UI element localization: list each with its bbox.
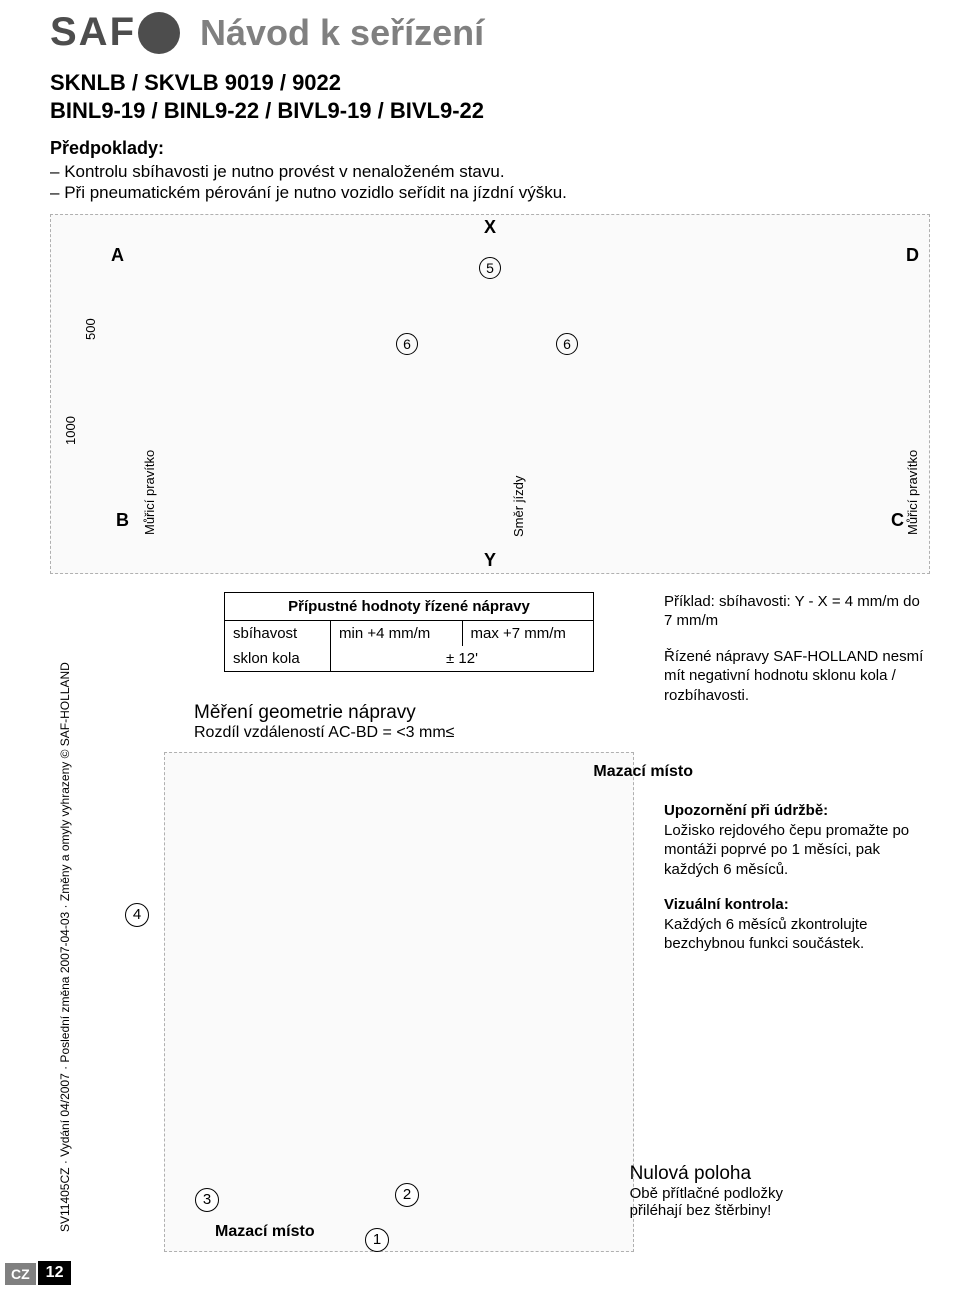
side-meta: SV11405CZ · Vydání 04/2007 · Poslední zm… [50, 592, 84, 1252]
dim-500: 500 [83, 318, 98, 340]
grease-point-top: Mazací místo [593, 763, 693, 781]
visual-check: Vizuální kontrola: Každých 6 měsíců zkon… [664, 895, 930, 954]
callout-2: 2 [395, 1183, 419, 1207]
cell-camber-val: ± 12' [330, 646, 593, 671]
label-d: D [906, 245, 919, 266]
logo-text: SAF [50, 10, 136, 55]
example-line-2: Řízené nápravy SAF-HOLLAND nesmí mít neg… [664, 647, 930, 706]
callout-6-right: 6 [556, 333, 578, 355]
prereq-item: Kontrolu sbíhavosti je nutno provést v n… [50, 161, 930, 182]
null-title: Nulová poloha [630, 1163, 783, 1185]
label-b: B [116, 510, 129, 531]
callout-4: 4 [125, 903, 149, 927]
cell-toe-min: min +4 mm/m [330, 621, 462, 646]
example-block: Příklad: sbíhavosti: Y - X = 4 mm/m do 7… [664, 592, 930, 706]
cell-camber-label: sklon kola [225, 646, 330, 671]
grease-point-bottom: Mazací místo [215, 1223, 315, 1241]
table-row: sbíhavost min +4 mm/m max +7 mm/m [225, 621, 593, 646]
tolerance-header: Přípustné hodnoty řízené nápravy [225, 593, 593, 621]
callout-3: 3 [195, 1188, 219, 1212]
example-line-1: Příklad: sbíhavosti: Y - X = 4 mm/m do 7… [664, 592, 930, 631]
page-footer: CZ 12 [5, 1261, 71, 1285]
geometry-sub: Rozdíl vzdáleností AC-BD = <3 mm≤ [194, 724, 644, 742]
cell-toe-max: max +7 mm/m [462, 621, 594, 646]
label-c: C [891, 510, 904, 531]
cell-toe-label: sbíhavost [225, 621, 330, 646]
prerequisites-list: Kontrolu sbíhavosti je nutno provést v n… [50, 161, 930, 204]
lang-badge: CZ [5, 1263, 36, 1285]
vis-body: Každých 6 měsíců zkontrolujte bezchybnou… [664, 915, 930, 954]
ruler-left: Můřicí pravítko [143, 449, 157, 534]
table-row: sklon kola ± 12' [225, 646, 593, 671]
tolerance-table: Přípustné hodnoty řízené nápravy sbíhavo… [224, 592, 594, 672]
dim-1000: 1000 [63, 416, 78, 445]
axle-diagram: X A D B C Y 500 1000 Můřicí pravítko Můř… [50, 214, 930, 574]
logo-circle-icon [138, 12, 180, 54]
product-codes: SKNLB / SKVLB 9019 / 9022 BINL9-19 / BIN… [50, 69, 930, 124]
warn-body: Ložisko rejdového čepu promažte po montá… [664, 821, 930, 880]
document-meta: SV11405CZ · Vydání 04/2007 · Poslední zm… [58, 662, 72, 1232]
callout-6-left: 6 [396, 333, 418, 355]
grease-diagram: Mazací místo 4 3 2 1 Mazací místo Nulová… [164, 752, 634, 1252]
vis-head: Vizuální kontrola: [664, 895, 930, 915]
saf-logo: SAF [50, 10, 180, 55]
product-line-2: BINL9-19 / BINL9-22 / BIVL9-19 / BIVL9-2… [50, 97, 930, 125]
null-sub-1: Obě přítlačné podložky [630, 1185, 783, 1202]
document-title: Návod k seřízení [200, 12, 484, 54]
null-sub-2: přiléhají bez štěrbiny! [630, 1202, 783, 1219]
header: SAF Návod k seřízení [0, 0, 960, 55]
maintenance-warning: Upozornění při údržbě: Ložisko rejdového… [664, 801, 930, 879]
geometry-title: Měření geometrie nápravy [194, 702, 644, 724]
product-line-1: SKNLB / SKVLB 9019 / 9022 [50, 69, 930, 97]
callout-1: 1 [365, 1228, 389, 1252]
callout-5: 5 [479, 257, 501, 279]
label-a: A [111, 245, 124, 266]
prereq-item: Při pneumatickém pérování je nutno vozid… [50, 182, 930, 203]
null-position-block: Nulová poloha Obě přítlačné podložky při… [630, 1163, 783, 1219]
warn-head: Upozornění při údržbě: [664, 801, 930, 821]
ruler-right: Můřicí pravítko [906, 449, 920, 534]
label-y: Y [484, 550, 496, 571]
drive-direction: Směr jízdy [511, 475, 526, 536]
page-number: 12 [38, 1261, 72, 1285]
prerequisites-title: Předpoklady: [50, 138, 930, 159]
label-x: X [484, 217, 496, 238]
